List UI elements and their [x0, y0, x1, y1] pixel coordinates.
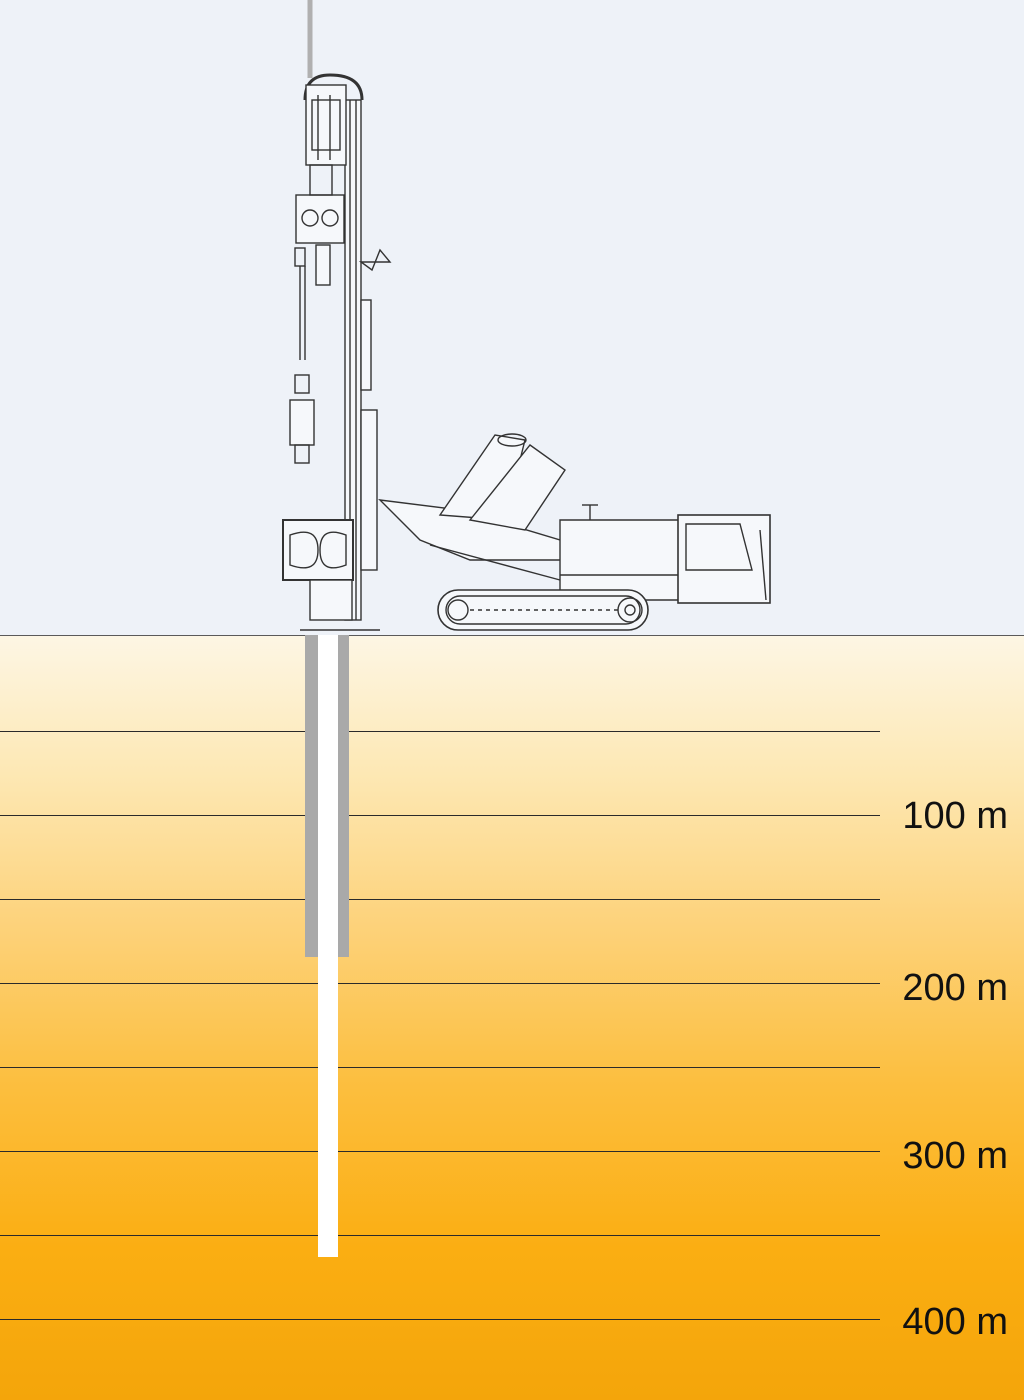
depth-line-400m	[0, 1319, 880, 1320]
depth-label-300m: 300 m	[902, 1135, 1008, 1177]
ground-layers	[0, 635, 1024, 1400]
open-borehole	[318, 957, 338, 1257]
depth-label-400m: 400 m	[902, 1301, 1008, 1343]
casing-bore	[318, 635, 338, 957]
cab-icon	[677, 514, 771, 604]
depth-line-200m	[0, 983, 880, 984]
depth-label-100m: 100 m	[902, 795, 1008, 837]
boom-arm	[378, 433, 577, 581]
foot-clamp	[282, 519, 380, 631]
crawler-track-icon	[437, 589, 649, 631]
drill-rig-icon	[282, 0, 771, 631]
winch-tool	[289, 247, 315, 464]
depth-line	[0, 1235, 880, 1236]
rotary-head	[295, 164, 392, 286]
depth-line	[0, 731, 880, 732]
depth-line-300m	[0, 1151, 880, 1152]
depth-line-100m	[0, 815, 880, 816]
borehole	[305, 635, 349, 1257]
carrier	[559, 504, 681, 601]
depth-line	[0, 899, 880, 900]
depth-label-200m: 200 m	[902, 967, 1008, 1009]
depth-line	[0, 1067, 880, 1068]
